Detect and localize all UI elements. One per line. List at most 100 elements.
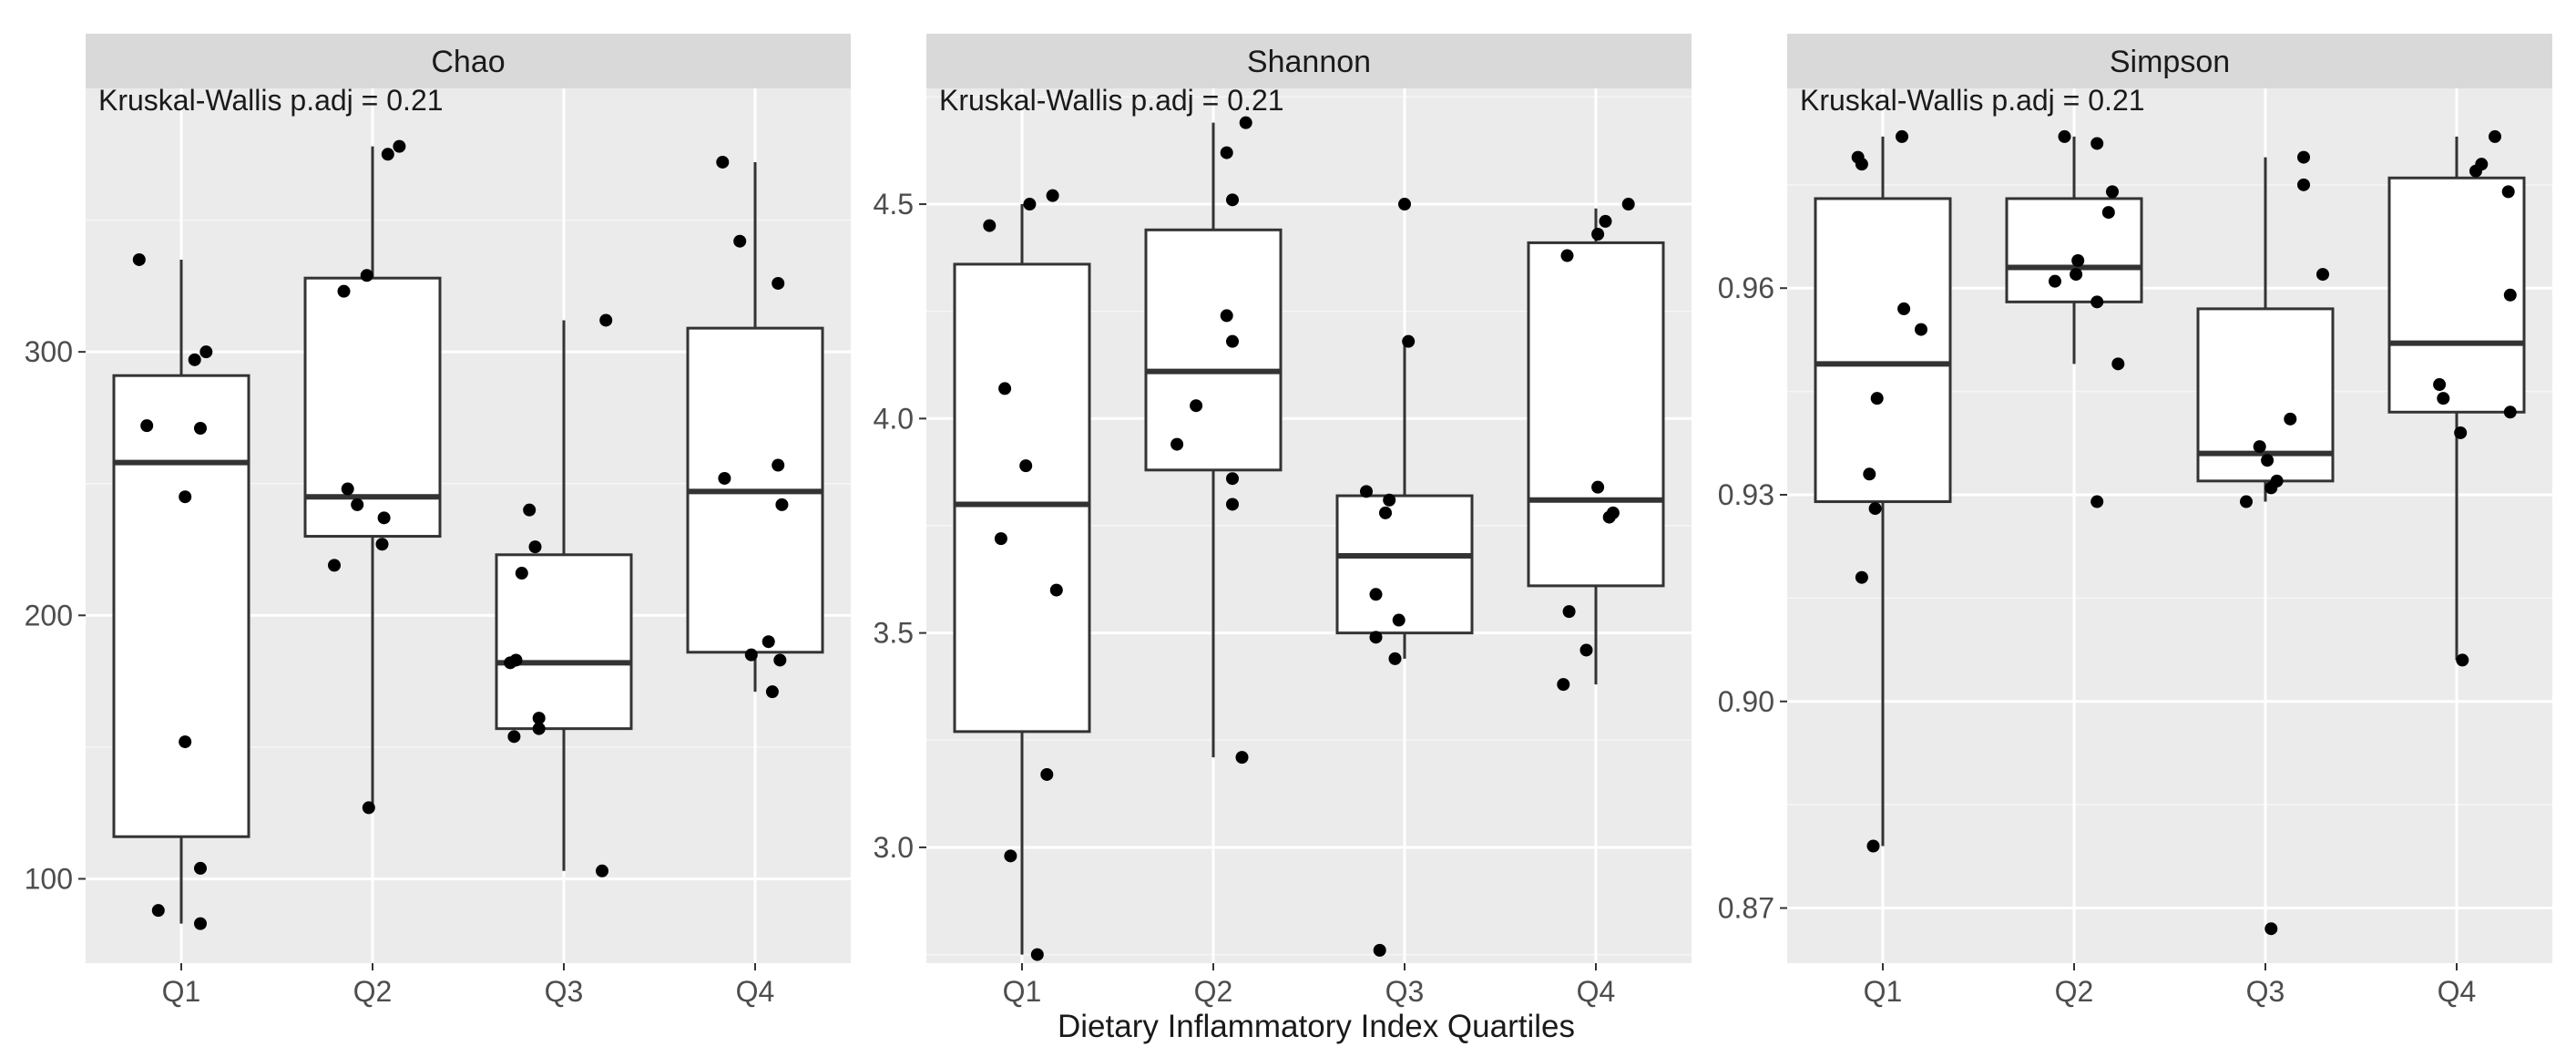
data-point xyxy=(775,498,789,511)
data-point xyxy=(1226,334,1239,348)
data-point xyxy=(194,917,207,930)
data-point xyxy=(1866,839,1880,853)
data-point xyxy=(337,284,351,298)
data-point xyxy=(1392,613,1406,627)
box-body xyxy=(2387,176,2526,414)
data-point xyxy=(2106,185,2119,199)
data-point xyxy=(1023,198,1037,211)
data-point xyxy=(515,567,528,580)
x-tick-label: Q4 xyxy=(736,975,775,1008)
x-tick-label: Q1 xyxy=(1003,975,1042,1008)
data-point xyxy=(772,458,785,472)
data-point xyxy=(1373,943,1386,957)
box-q3 xyxy=(495,320,633,871)
box-q2 xyxy=(1144,122,1283,758)
panel-title: Shannon xyxy=(1247,45,1371,79)
data-point xyxy=(1591,228,1605,241)
data-point xyxy=(360,269,373,282)
data-point xyxy=(983,219,997,232)
data-point xyxy=(2058,129,2071,143)
data-point xyxy=(504,656,517,670)
panel-title: Simpson xyxy=(2110,45,2230,79)
data-point xyxy=(2454,426,2468,439)
data-point xyxy=(140,419,154,433)
panel-strip xyxy=(86,34,851,88)
data-point xyxy=(1004,849,1017,863)
data-point xyxy=(596,864,608,877)
data-point xyxy=(2070,268,2083,282)
data-point xyxy=(2264,481,2278,495)
box-body xyxy=(1335,494,1474,635)
box-q1 xyxy=(953,204,1091,955)
data-point xyxy=(362,801,375,815)
x-tick-label: Q2 xyxy=(1194,975,1233,1008)
data-point xyxy=(1599,214,1612,228)
y-tick-label: 0.96 xyxy=(1718,272,1774,304)
data-point xyxy=(1402,334,1416,348)
data-point xyxy=(179,490,192,504)
data-point xyxy=(998,382,1012,395)
box-q3 xyxy=(1335,341,1474,659)
y-tick-label: 0.93 xyxy=(1718,478,1774,511)
x-tick-label: Q4 xyxy=(2438,975,2477,1008)
y-tick-label: 0.87 xyxy=(1718,892,1774,925)
box-body xyxy=(495,553,633,731)
x-tick-label: Q3 xyxy=(1385,975,1425,1008)
y-tick-label: 4.0 xyxy=(874,402,914,435)
box-body xyxy=(112,374,250,838)
data-point xyxy=(1896,129,1908,143)
data-point xyxy=(1239,116,1252,129)
data-point xyxy=(2456,653,2469,667)
data-point xyxy=(1870,392,1884,405)
data-point xyxy=(1591,480,1605,494)
data-point xyxy=(532,712,546,725)
kruskal-wallis-annotation: Kruskal-Wallis p.adj = 0.21 xyxy=(98,84,444,117)
data-point xyxy=(1190,399,1203,413)
data-point xyxy=(532,722,546,735)
data-point xyxy=(188,353,201,366)
data-point xyxy=(2253,440,2266,454)
data-point xyxy=(341,482,354,496)
y-tick-label: 0.90 xyxy=(1718,685,1774,718)
data-point xyxy=(772,276,785,290)
panel-simpson: Simpson 0.87 0.90 0.93 0.96 Q1 Q2 Q3 Q4 Kruskal-W… xyxy=(1718,34,2552,1008)
data-point xyxy=(132,252,146,266)
data-point xyxy=(2433,378,2447,392)
box-q4 xyxy=(686,161,824,693)
data-point xyxy=(151,904,165,918)
data-point xyxy=(2240,495,2253,508)
data-point xyxy=(1579,643,1593,657)
data-point xyxy=(2469,164,2482,178)
data-point xyxy=(1557,678,1570,692)
data-point xyxy=(1369,631,1383,644)
data-point xyxy=(773,653,787,667)
data-point xyxy=(1398,198,1411,211)
box-q2 xyxy=(2005,136,2143,364)
data-point xyxy=(1897,302,1911,315)
x-tick-label: Q3 xyxy=(545,975,584,1008)
data-point xyxy=(2264,922,2278,936)
box-body xyxy=(1527,241,1665,588)
y-tick-label: 3.0 xyxy=(874,831,914,864)
box-q3 xyxy=(2196,157,2335,502)
data-point xyxy=(744,648,758,662)
data-point xyxy=(199,345,213,359)
panel-strip xyxy=(926,34,1692,88)
data-point xyxy=(1855,570,1868,584)
data-point xyxy=(2101,206,2115,220)
panel-title: Chao xyxy=(431,45,505,79)
data-point xyxy=(1226,498,1239,511)
data-point xyxy=(1863,467,1876,481)
box-body xyxy=(2005,197,2143,303)
x-tick-label: Q1 xyxy=(162,975,201,1008)
data-point xyxy=(2261,454,2274,467)
data-point xyxy=(2437,392,2450,405)
data-point xyxy=(1388,652,1402,665)
data-point xyxy=(1019,459,1033,473)
data-point xyxy=(375,538,389,551)
data-point xyxy=(733,234,747,248)
data-point xyxy=(381,148,394,161)
x-tick-label: Q2 xyxy=(353,975,393,1008)
data-point xyxy=(1868,502,1882,516)
